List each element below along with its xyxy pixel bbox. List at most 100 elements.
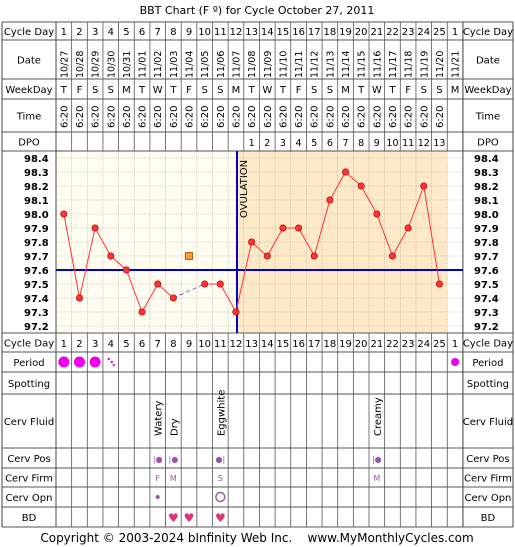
- weekday-label: T: [169, 85, 177, 96]
- date-label: 11/16: [372, 51, 383, 78]
- dpo-label: 6: [327, 138, 333, 149]
- cycle-day-number: 22: [386, 339, 399, 350]
- dpo-label: 8: [358, 138, 364, 149]
- cycle-day-number: 13: [245, 339, 258, 350]
- temp-point: [216, 280, 224, 288]
- dpo-label: 1: [249, 138, 255, 149]
- weekday-label: S: [311, 85, 317, 96]
- weekday-label: S: [217, 85, 223, 96]
- cerv-firm-marker: F: [155, 474, 160, 483]
- date-label: 11/21: [451, 51, 462, 78]
- cycle-day-number: 4: [108, 27, 114, 38]
- cycle-day-number: 10: [198, 339, 211, 350]
- row-label-period: Period: [13, 358, 44, 369]
- cycle-day-number: 11: [214, 27, 227, 38]
- dpo-label: 5: [311, 138, 317, 149]
- cycle-day-number: 12: [230, 339, 243, 350]
- date-label: 11/06: [216, 51, 227, 78]
- cerv-pos-marker: ●|: [215, 455, 225, 464]
- cerv-opn-marker: [155, 495, 160, 499]
- temp-point: [91, 224, 99, 232]
- row-label-cerv-pos-right: Cerv Pos: [466, 454, 509, 465]
- date-label: 11/09: [263, 51, 274, 78]
- weekday-label: F: [296, 85, 302, 96]
- cycle-day-number: 1: [61, 339, 67, 350]
- cycle-day-number: 19: [339, 339, 352, 350]
- y-tick-label-right: 97.9: [474, 224, 499, 235]
- temp-line-segment: [141, 283, 159, 313]
- cycle-day-number: 3: [92, 27, 98, 38]
- date-label: 11/17: [388, 51, 399, 78]
- time-label: 6:20: [435, 106, 446, 128]
- temp-line-segment: [78, 227, 96, 299]
- time-label: 6:20: [247, 106, 258, 128]
- weekday-label: W: [372, 85, 382, 96]
- y-tick-label-right: 97.8: [474, 238, 499, 249]
- weekday-label: M: [341, 85, 350, 96]
- dpo-label: 9: [374, 138, 380, 149]
- temp-point: [404, 224, 412, 232]
- weekday-label: W: [153, 85, 163, 96]
- period-spotting-dot: [110, 360, 113, 364]
- row-label-cerv-pos: Cerv Pos: [7, 454, 50, 465]
- temp-point: [373, 210, 381, 218]
- cerv-fluid-label: Creamy: [373, 397, 384, 436]
- y-tick-label: 97.8: [24, 238, 49, 249]
- cycle-day-number: 20: [355, 339, 368, 350]
- time-label: 6:20: [310, 106, 321, 128]
- temp-point: [75, 294, 83, 302]
- y-tick-label: 97.2: [24, 322, 49, 333]
- temp-point: [295, 224, 303, 232]
- cycle-day-number: 21: [370, 27, 383, 38]
- weekday-label: T: [60, 85, 68, 96]
- weekday-label: W: [262, 85, 272, 96]
- time-label: 6:20: [419, 106, 430, 128]
- cycle-day-number: 18: [324, 339, 337, 350]
- y-tick-label-right: 98.0: [474, 210, 499, 221]
- cycle-day-number: 22: [386, 27, 399, 38]
- footer-copyright: Copyright © 2003-2024 bInfinity Web Inc.…: [40, 531, 473, 545]
- temp-point: [232, 308, 240, 316]
- cerv-fluid-label: Watery: [154, 400, 165, 436]
- temp-point: [138, 308, 146, 316]
- dpo-label: 11: [402, 138, 414, 149]
- time-label: 6:20: [91, 106, 102, 128]
- temp-line-segment: [360, 185, 378, 215]
- row-label-period-right: Period: [472, 358, 503, 369]
- cycle-day-number: 7: [155, 339, 161, 350]
- cerv-firm-marker: S: [218, 474, 223, 483]
- row-label-time: Time: [16, 112, 41, 123]
- y-tick-label-right: 98.4: [474, 154, 499, 165]
- date-label: 11/02: [153, 51, 164, 78]
- temp-point: [420, 182, 428, 190]
- cycle-day-number: 8: [170, 27, 176, 38]
- date-label: 11/10: [278, 51, 289, 78]
- time-label: 6:20: [357, 106, 368, 128]
- dpo-label: 12: [418, 138, 430, 149]
- date-label: 11/20: [435, 51, 446, 78]
- date-label: 10/31: [122, 51, 133, 78]
- weekday-label: S: [436, 85, 442, 96]
- row-label-cerv-opn-right: Cerv Opn: [464, 493, 511, 504]
- temp-line-segment: [266, 227, 284, 257]
- period-spotting-dot: [107, 357, 110, 361]
- cycle-day-number: 5: [123, 339, 129, 350]
- cycle-day-number: 18: [324, 27, 337, 38]
- date-label: 11/08: [247, 51, 258, 78]
- temp-point: [201, 280, 209, 288]
- cerv-opn-marker: [215, 491, 226, 503]
- cycle-day-number: 20: [355, 27, 368, 38]
- y-tick-label-right: 97.6: [474, 266, 499, 277]
- ovulation-label: OVULATION: [239, 160, 250, 218]
- excluded-temp-marker: [185, 252, 193, 260]
- time-label: 6:20: [75, 106, 86, 128]
- time-label: 6:20: [231, 106, 242, 128]
- time-label: 6:20: [325, 106, 336, 128]
- time-label: 6:20: [372, 106, 383, 128]
- temp-line-segment: [235, 241, 253, 313]
- weekday-label: S: [201, 85, 207, 96]
- dpo-label: 4: [296, 138, 302, 149]
- bd-heart-icon: ♥: [215, 511, 226, 525]
- cycle-day-number: 14: [261, 339, 274, 350]
- date-label: 11/15: [357, 51, 368, 78]
